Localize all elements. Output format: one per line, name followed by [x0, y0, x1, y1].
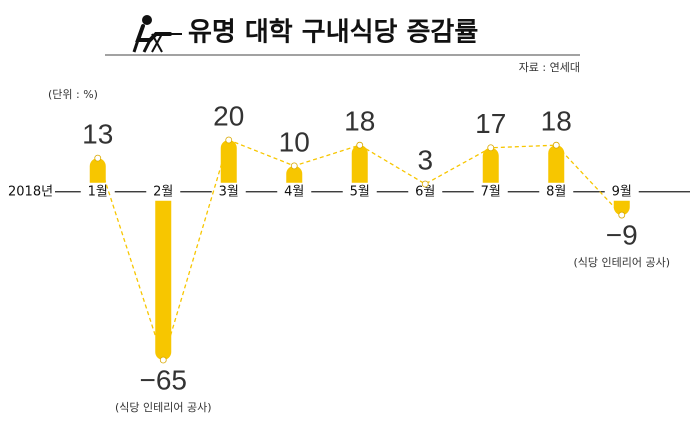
annotation: (식당 인테리어 공사): [115, 401, 212, 414]
bar: [482, 147, 499, 192]
value-label: 20: [213, 100, 244, 131]
category-bg: [408, 182, 443, 201]
bar-tip: [421, 180, 429, 188]
bar-tip: [159, 356, 167, 364]
bar-tip: [225, 136, 233, 144]
bar: [351, 145, 368, 192]
bar-tip: [94, 154, 102, 162]
category-bg: [473, 182, 508, 201]
category-bg: [539, 182, 574, 201]
source: 자료 : 연세대: [519, 61, 580, 74]
bar: [548, 145, 565, 192]
x-prefix: 2018년: [8, 184, 53, 199]
chart-title: 유명 대학 구내식당 증감률: [188, 18, 478, 48]
category-bg: [277, 182, 312, 201]
category-bg: [342, 182, 377, 201]
x-tick-label: 2월: [153, 184, 173, 199]
title-icon: [132, 15, 182, 53]
x-tick-label: 4월: [284, 184, 304, 199]
unit-label: (단위 : %): [48, 88, 98, 101]
bar: [155, 191, 172, 360]
prefix-bg: [6, 182, 52, 201]
value-label: 18: [344, 106, 375, 137]
category-bg: [211, 182, 246, 201]
value-label: 10: [279, 126, 310, 157]
x-tick-label: 8월: [546, 184, 566, 199]
x-tick-label: 1월: [88, 184, 108, 199]
x-tick-label: 7월: [481, 184, 501, 199]
bar-tip: [487, 144, 495, 152]
value-label: −9: [606, 219, 638, 250]
category-bg: [80, 182, 115, 201]
value-label: 18: [541, 106, 572, 137]
bar-tip: [552, 141, 560, 149]
x-tick-label: 6월: [415, 184, 435, 199]
x-tick-label: 5월: [350, 184, 370, 199]
value-label: 13: [82, 119, 113, 150]
bar-tip: [356, 141, 364, 149]
bar-tip: [618, 211, 626, 219]
x-tick-label: 9월: [612, 184, 632, 199]
value-label: −65: [140, 364, 188, 395]
x-tick-label: 3월: [219, 184, 239, 199]
value-label: 3: [417, 144, 433, 175]
category-bg: [146, 182, 181, 201]
bar-tip: [290, 162, 298, 170]
trend-line: [97, 139, 623, 363]
value-label: 17: [475, 108, 506, 139]
category-bg: [604, 182, 639, 201]
annotation: (식당 인테리어 공사): [573, 256, 670, 269]
